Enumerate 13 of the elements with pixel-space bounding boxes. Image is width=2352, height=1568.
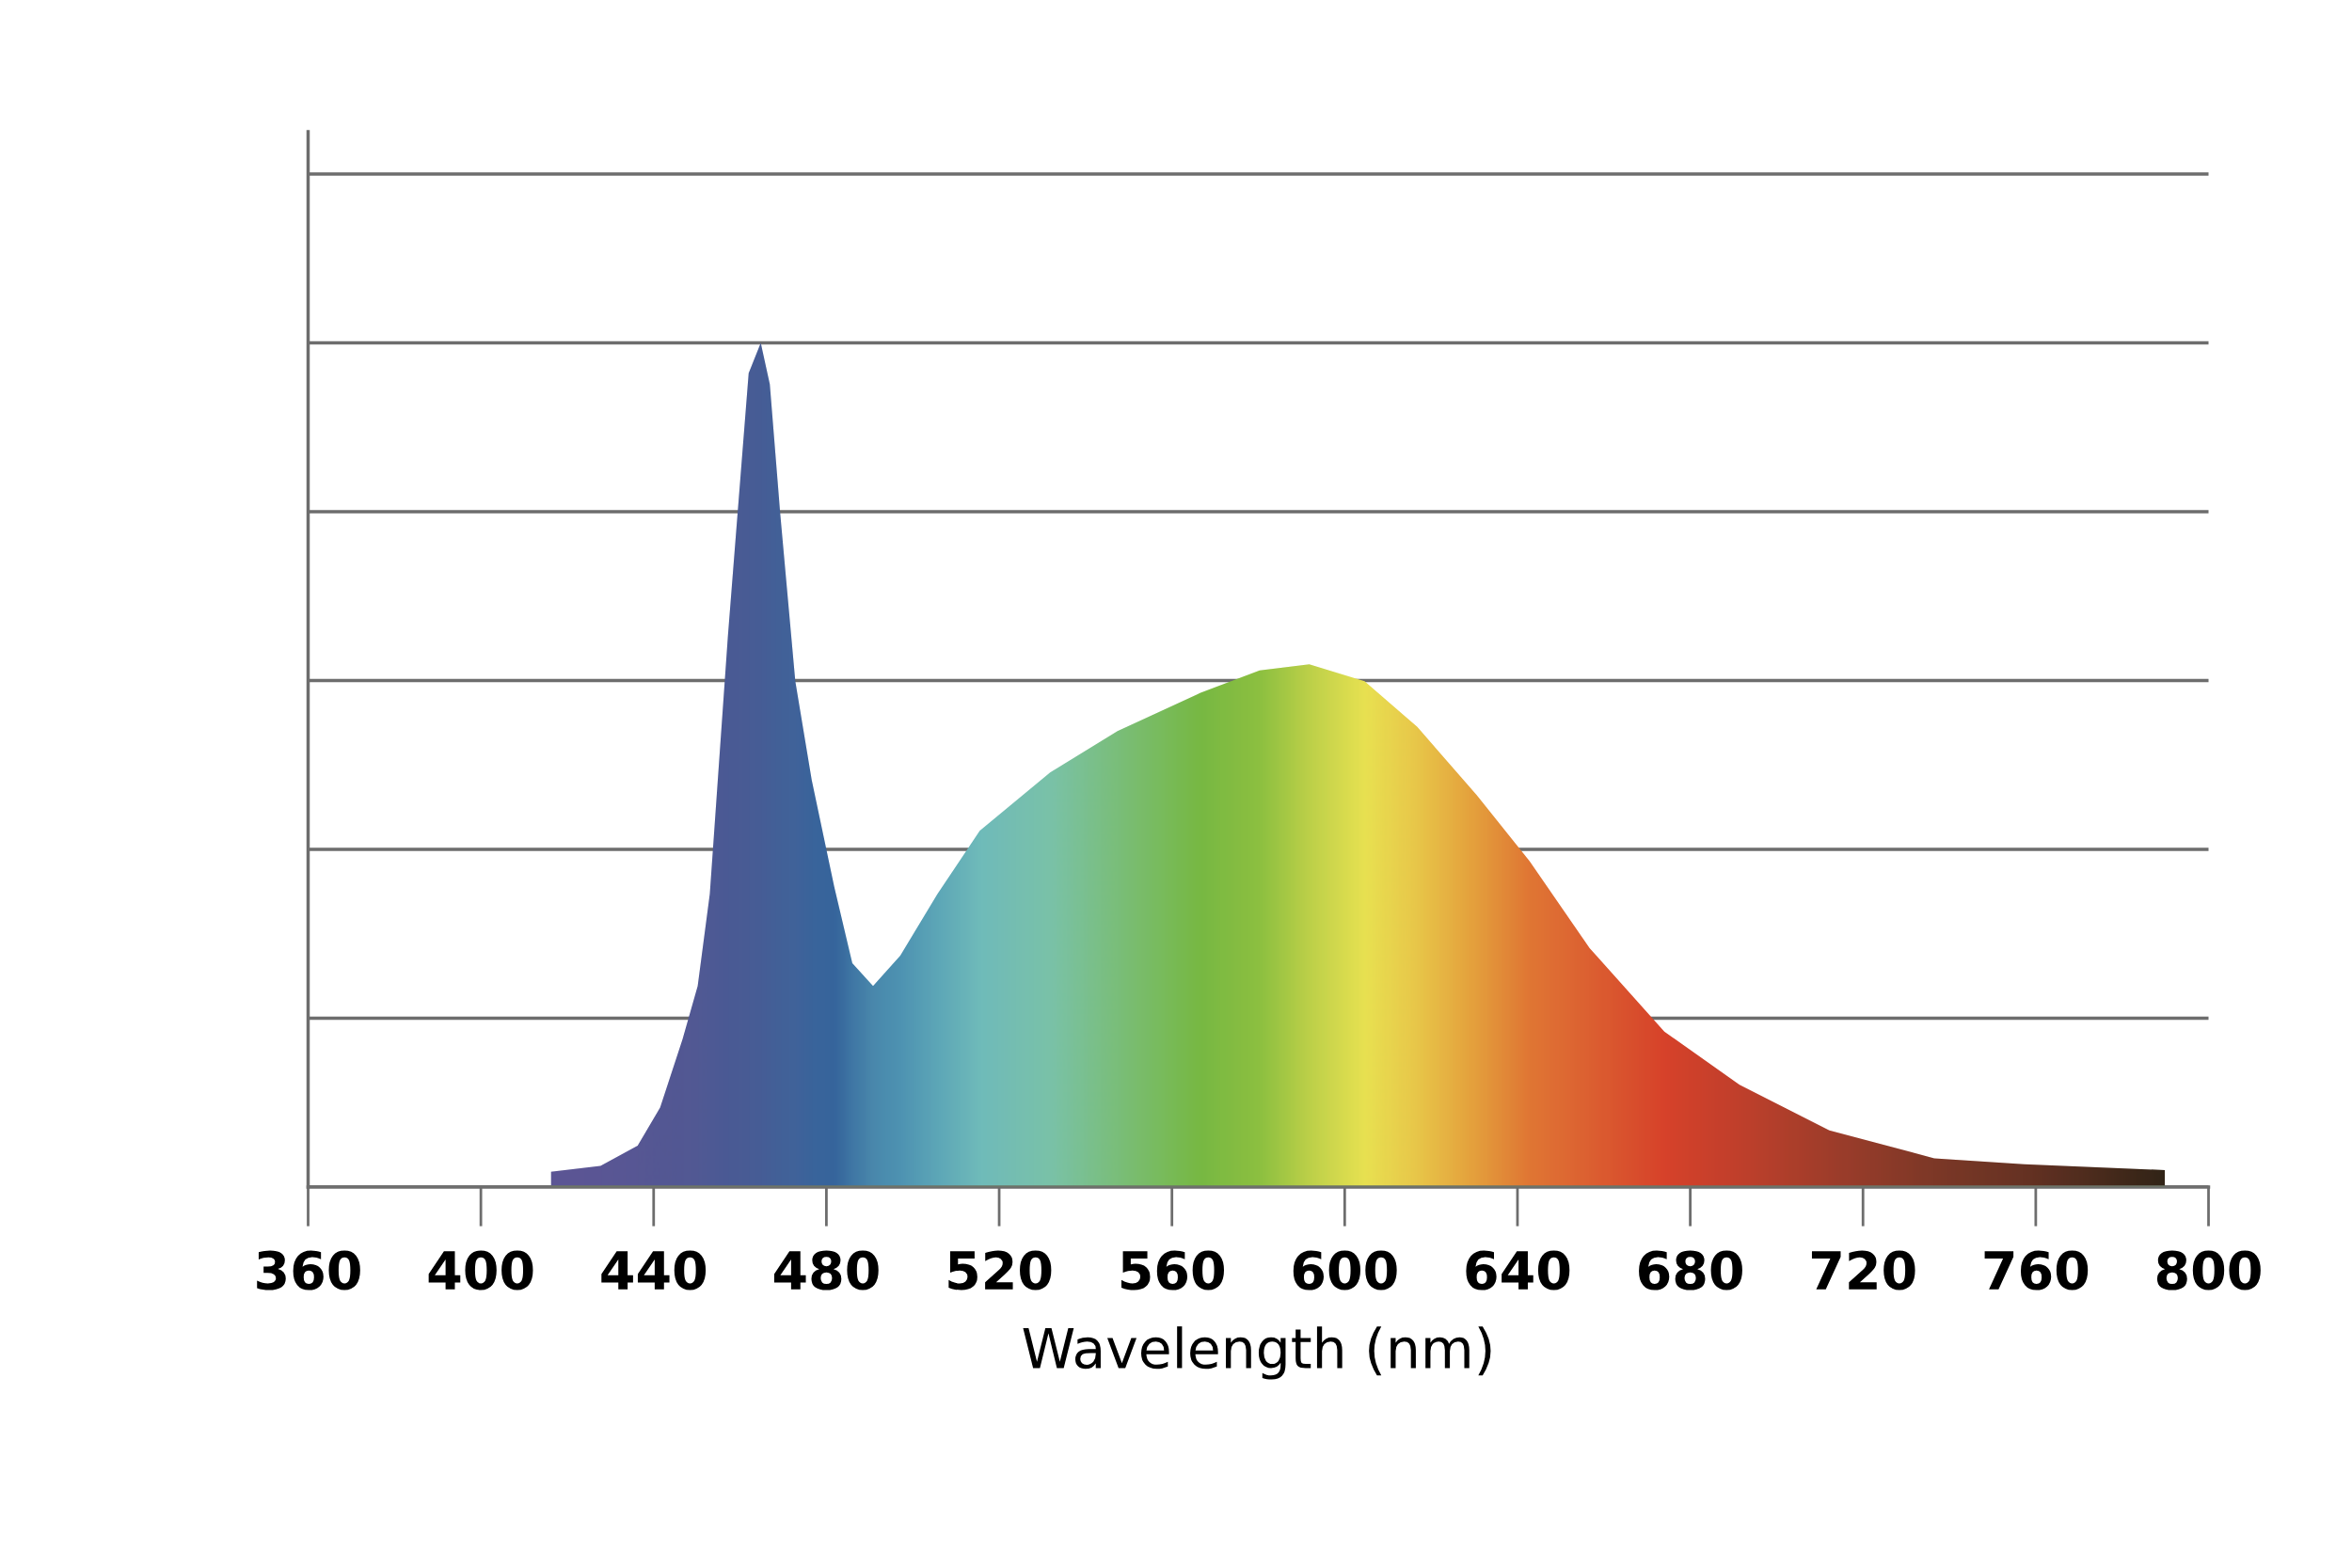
x-tick-label: 400 — [428, 1250, 533, 1291]
x-tick-label: 520 — [948, 1250, 1052, 1291]
x-tick-label: 600 — [1293, 1250, 1397, 1291]
x-tick-label: 640 — [1466, 1250, 1570, 1291]
x-tick-label: 800 — [2156, 1250, 2261, 1291]
x-tick-label: 480 — [773, 1250, 879, 1291]
x-tick-label: 560 — [1120, 1250, 1225, 1291]
x-axis-title: Wavelength (nm) — [1023, 1326, 1491, 1380]
x-tick-label: 360 — [257, 1250, 360, 1291]
x-tick-label: 680 — [1639, 1250, 1742, 1291]
x-tick-label: 760 — [1984, 1250, 2089, 1291]
x-tick-label: 440 — [601, 1250, 707, 1291]
x-tick-label: 720 — [1811, 1250, 1915, 1291]
